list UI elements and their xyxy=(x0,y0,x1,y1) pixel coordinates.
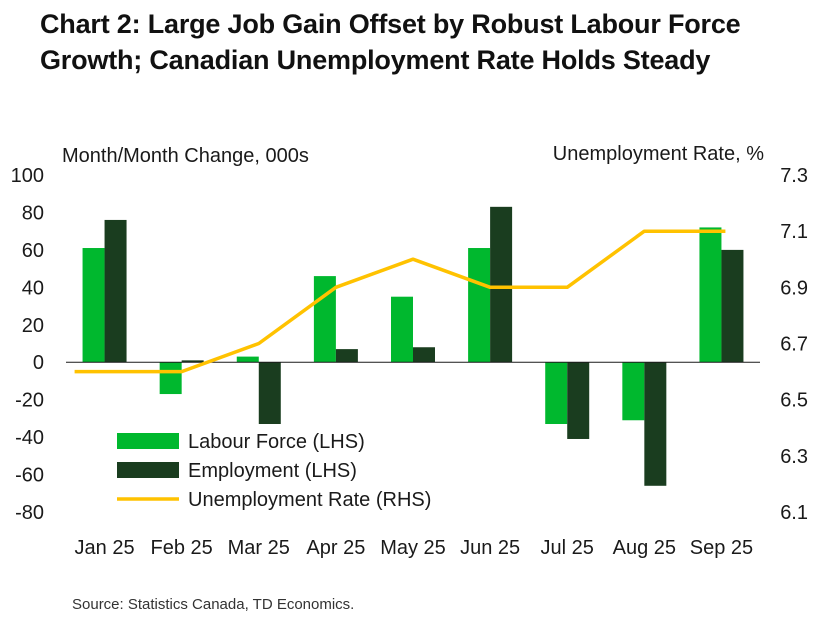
right-tick-label: 6.3 xyxy=(780,446,808,468)
right-tick-label: 6.9 xyxy=(780,277,808,299)
right-tick-label: 6.1 xyxy=(780,502,808,524)
x-tick-label: Feb 25 xyxy=(151,537,213,559)
unemployment-rate-line xyxy=(74,229,726,374)
right-axis-label: Unemployment Rate, % xyxy=(553,143,764,165)
left-tick-label: 80 xyxy=(22,202,44,224)
combo-chart: Month/Month Change, 000s Unemployment Ra… xyxy=(11,143,808,559)
left-tick-label: 20 xyxy=(22,315,44,337)
labour-force-bar xyxy=(545,362,568,425)
x-tick-label: Apr 25 xyxy=(306,537,365,559)
right-tick-label: 7.1 xyxy=(780,221,808,243)
right-tick-label: 6.7 xyxy=(780,334,808,356)
legend-label: Employment (LHS) xyxy=(188,460,357,482)
labour-force-bar xyxy=(699,227,722,363)
bar-series xyxy=(82,206,744,486)
x-tick-label: May 25 xyxy=(380,537,446,559)
legend-label: Unemployment Rate (RHS) xyxy=(188,489,431,511)
left-axis-ticks: 100 80 60 40 20 0 -20 -40 -60 -80 xyxy=(11,165,44,524)
employment-bar xyxy=(490,206,513,363)
employment-bar xyxy=(413,347,435,363)
employment-bar xyxy=(258,362,281,425)
legend-label: Labour Force (LHS) xyxy=(188,431,365,453)
labour-force-bar xyxy=(82,248,105,363)
left-tick-label: 100 xyxy=(11,165,44,187)
left-axis-label: Month/Month Change, 000s xyxy=(62,145,309,167)
x-tick-label: Jan 25 xyxy=(75,537,135,559)
right-tick-label: 7.3 xyxy=(780,165,808,187)
employment-bar xyxy=(721,249,744,363)
labour-force-bar xyxy=(391,296,413,363)
right-tick-label: 6.5 xyxy=(780,390,808,412)
labour-force-bar xyxy=(159,362,182,395)
x-axis-labels: Jan 25 Feb 25 Mar 25 Apr 25 May 25 Jun 25 Jul … xyxy=(75,537,754,559)
left-tick-label: -20 xyxy=(15,390,44,412)
right-axis-ticks: 7.3 7.1 6.9 6.7 6.5 6.3 6.1 xyxy=(780,165,808,524)
employment-bar xyxy=(644,362,667,486)
left-tick-label: -80 xyxy=(15,502,44,524)
x-tick-label: Jul 25 xyxy=(541,537,594,559)
labour-force-bar xyxy=(236,356,259,363)
left-tick-label: 60 xyxy=(22,240,44,262)
labour-force-bar xyxy=(622,362,645,421)
x-tick-label: Aug 25 xyxy=(613,537,676,559)
x-tick-label: Sep 25 xyxy=(690,537,753,559)
employment-bar xyxy=(181,360,204,363)
employment-bar xyxy=(335,349,358,363)
employment-bar xyxy=(567,362,590,439)
legend: Labour Force (LHS) Employment (LHS) Unempl… xyxy=(117,431,431,511)
source-note: Source: Statistics Canada, TD Economics. xyxy=(72,596,355,613)
legend-swatch xyxy=(117,433,179,449)
employment-bar xyxy=(104,219,127,363)
legend-swatch xyxy=(117,462,179,478)
x-tick-label: Mar 25 xyxy=(228,537,290,559)
left-tick-label: -40 xyxy=(15,427,44,449)
labour-force-bar xyxy=(468,248,491,363)
left-tick-label: 40 xyxy=(22,277,44,299)
chart-title: Chart 2: Large Job Gain Offset by Robust… xyxy=(40,9,741,75)
left-tick-label: -60 xyxy=(15,465,44,487)
x-tick-label: Jun 25 xyxy=(460,537,520,559)
left-tick-label: 0 xyxy=(33,352,44,374)
